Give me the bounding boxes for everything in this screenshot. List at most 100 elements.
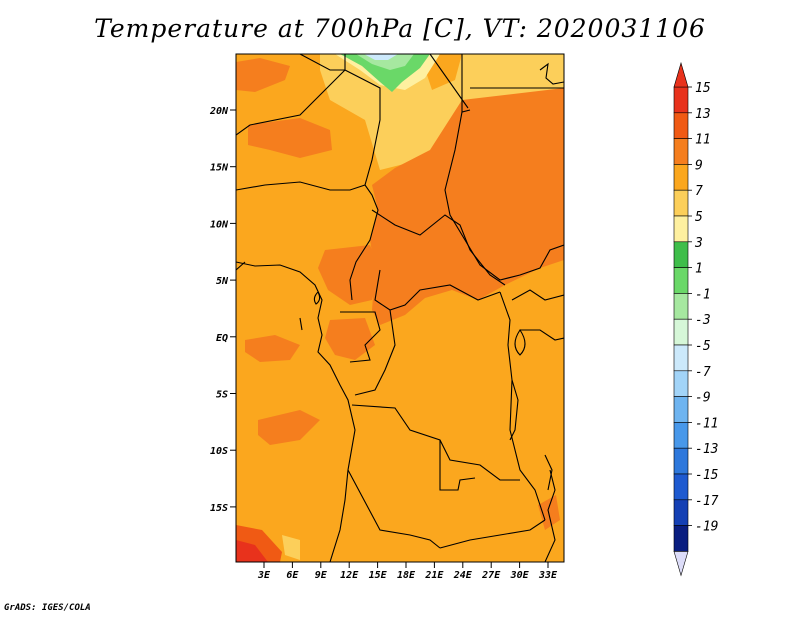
border-drc-east: [499, 291, 546, 521]
colorbar-swatch: [673, 86, 689, 114]
temperature-field-11-nw: [236, 58, 290, 92]
colorbar-label: -3: [695, 313, 711, 328]
colorbar-swatch: [673, 138, 689, 165]
colorbar-swatch: [673, 267, 689, 294]
border-angola-namibia: [347, 469, 441, 549]
temperature-field-15-sw: [236, 540, 268, 562]
colorbar-label: -7: [695, 365, 711, 380]
colorbar-label: -19: [695, 520, 718, 535]
temperature-field-11-west: [248, 118, 332, 158]
border-zambia-west: [439, 440, 476, 491]
colorbar-label: 9: [695, 158, 703, 173]
colorbar-swatch: [673, 241, 689, 268]
colorbar-label: -11: [695, 416, 718, 431]
lon-tick-label: 30E: [510, 570, 530, 581]
border-kenya-tanzania: [520, 329, 564, 341]
colorbar-swatch: [673, 473, 689, 501]
colorbar-swatch: [673, 447, 689, 475]
lake-small-1: [313, 291, 321, 305]
temperature-field-11-atlantic: [258, 410, 320, 445]
colorbar-label: 13: [695, 107, 711, 122]
colorbar-swatch: [673, 370, 689, 397]
longitude-axis: 3E 6E 9E 12E 15E 18E 21E 24E 27E 30E 33E: [257, 562, 558, 581]
coastline-bight: [236, 261, 246, 271]
colorbar-swatch: [673, 499, 689, 526]
lat-tick-label: 5N: [216, 276, 229, 287]
map-area: [236, 54, 564, 562]
colorbar-label: -17: [695, 494, 719, 509]
lon-tick-label: 33E: [538, 570, 558, 581]
colorbar-swatch: [673, 344, 689, 372]
border-gabon-congo: [340, 311, 381, 363]
lat-tick-label: EQ: [216, 333, 228, 344]
colorbar-bottom-arrow: [673, 551, 689, 577]
lat-tick-label: 15S: [210, 503, 228, 514]
lon-tick-label: 12E: [340, 570, 359, 581]
lon-tick-label: 3E: [257, 570, 271, 581]
border-niger-chad-nigeria: [344, 54, 381, 301]
colorbar-swatch: [673, 215, 689, 243]
temperature-field-neg1: [356, 54, 414, 70]
colorbar-swatch: [673, 525, 689, 552]
border-uganda: [511, 289, 564, 301]
lon-tick-label: 9E: [315, 570, 328, 581]
border-car-south: [374, 269, 501, 311]
coastline-west: [236, 261, 356, 562]
colorbar-label: 3: [694, 236, 703, 251]
grads-credit: GrADS: IGES/COLA: [4, 603, 91, 613]
lon-tick-label: 6E: [286, 570, 299, 581]
colorbar-label: -1: [695, 287, 711, 302]
colorbar-label: -5: [695, 339, 711, 354]
colorbar-label: 7: [695, 184, 703, 199]
colorbar-label: 1: [695, 262, 703, 277]
colorbar-top-arrow: [673, 61, 689, 88]
colorbar-swatch: [673, 293, 689, 320]
lon-tick-label: 15E: [369, 570, 388, 581]
lat-tick-label: 15N: [210, 163, 229, 174]
lat-tick-label: 20N: [209, 106, 229, 117]
colorbar-label: 11: [695, 133, 711, 148]
lon-tick-label: 24E: [453, 570, 473, 581]
temperature-field-11-north: [370, 88, 564, 325]
lake-victoria: [514, 329, 526, 356]
colorbar-swatch: [673, 422, 689, 449]
border-mali-niger: [236, 69, 346, 136]
colorbar: 15 13 11 9 7 5 3 1 -1 -3 -5 -7 -9 -11 -13 -15 -17 -19: [673, 61, 719, 577]
temperature-field-7-south: [282, 535, 300, 560]
colorbar-label: -9: [695, 391, 711, 406]
colorbar-label: 5: [695, 210, 703, 225]
lake-tanganyika: [509, 379, 519, 441]
lake-malawi: [544, 454, 553, 491]
border-malawi-moz: [544, 469, 556, 562]
temperature-field-11-gulf: [245, 335, 300, 362]
lon-tick-label: 27E: [481, 570, 501, 581]
border-chad-sudan: [444, 111, 564, 281]
colorbar-swatch: [673, 318, 689, 346]
colorbar-swatch: [673, 396, 689, 423]
country-borders: [236, 54, 564, 562]
lon-tick-label: 21E: [424, 570, 444, 581]
lat-tick-label: 5S: [216, 390, 228, 401]
colorbar-swatch: [673, 189, 689, 217]
border-angola-drc: [351, 404, 520, 481]
temperature-field-neg5: [364, 54, 398, 60]
latitude-axis: 20N 15N 10N 5N EQ 5S 10S 15S: [209, 106, 236, 514]
lake-small-2: [299, 317, 303, 331]
temperature-field-11-cameroon: [318, 245, 380, 305]
border-niger-nigeria: [236, 181, 366, 191]
border-ne: [539, 62, 564, 85]
colorbar-swatch: [673, 164, 689, 191]
border-algeria-niger: [299, 54, 345, 71]
border-libya-chad: [429, 54, 469, 109]
border-car-north: [371, 209, 506, 286]
border-congo-drc: [354, 309, 396, 396]
colorbar-label: 15: [695, 81, 711, 96]
chart-title: Temperature at 700hPa [C], VT: 202003110…: [94, 14, 706, 43]
temperature-field-1: [340, 54, 430, 92]
colorbar-label: -13: [695, 442, 718, 457]
temperature-field-11-gabon: [325, 318, 375, 360]
colorbar-swatch: [673, 112, 689, 139]
map-frame: [235, 53, 565, 563]
lat-tick-label: 10N: [210, 219, 229, 230]
